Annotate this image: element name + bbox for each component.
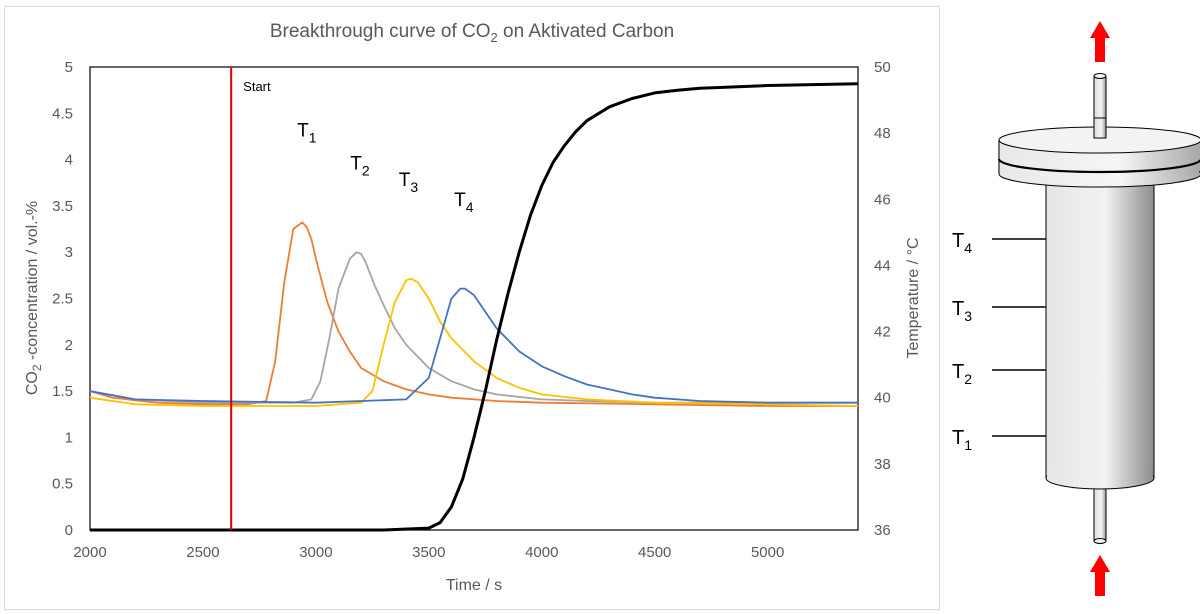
- peak-label-t1: T1: [297, 120, 317, 145]
- peak-label-t2: T2: [350, 154, 370, 179]
- series-line-co2-concentration: [90, 82, 859, 532]
- outlet-arrow-icon: [1090, 21, 1110, 62]
- inlet-arrow-icon: [1090, 555, 1110, 596]
- y-left-axis-title-main: CO: [24, 371, 41, 395]
- y-right-tick-label: 38: [874, 456, 891, 473]
- y-left-tick-label: 3.5: [52, 198, 73, 215]
- y-right-tick-label: 42: [874, 324, 891, 341]
- sensor-label-subscript: 2: [964, 371, 972, 387]
- peak-label-subscript: 3: [410, 179, 418, 195]
- peak-label-main: T: [350, 154, 362, 175]
- sensor-label-main: T: [952, 427, 964, 449]
- sensor-label-subscript: 3: [964, 308, 972, 324]
- sensor-label-subscript: 1: [964, 437, 972, 453]
- y-right-tick-label: 44: [874, 257, 891, 274]
- sensor-label-t3: T3: [952, 298, 972, 324]
- start-marker-label: Start: [243, 79, 271, 94]
- peak-label-main: T: [297, 120, 309, 141]
- chart-title-main: Breakthrough curve of CO: [270, 21, 491, 42]
- peak-label-main: T: [454, 190, 466, 211]
- series-line-t3: [89, 277, 859, 407]
- sensor-label-t1: T1: [952, 427, 972, 453]
- y-right-axis-title: Temperature / °C: [905, 237, 922, 358]
- chart-title-subscript: 2: [491, 30, 498, 45]
- chart-title-tail: on Aktivated Carbon: [498, 21, 674, 42]
- y-right-tick-label: 50: [874, 59, 891, 76]
- y-left-tick-label: 0: [65, 522, 73, 539]
- y-left-tick-label: 1: [65, 429, 73, 446]
- y-left-tick-label: 3: [65, 244, 73, 261]
- y-left-axis-title: CO2 -concentration / vol.-%: [24, 201, 44, 395]
- x-axis-title: Time / s: [446, 577, 502, 594]
- plot-area: [89, 66, 859, 531]
- y-left-tick-labels: 0 0.5 1 1.5 2 2.5 3 3.5 4 4.5 5: [52, 59, 73, 539]
- x-tick-label: 5000: [751, 544, 784, 561]
- y-right-tick-label: 48: [874, 125, 891, 142]
- y-right-tick-label: 36: [874, 522, 891, 539]
- sensor-label-main: T: [952, 230, 964, 252]
- y-left-tick-label: 4: [65, 152, 73, 169]
- sensor-label-t4: T4: [952, 230, 972, 256]
- y-left-axis-title-subscript: 2: [30, 364, 44, 371]
- y-right-tick-label: 46: [874, 191, 891, 208]
- y-right-tick-labels: 36 38 40 42 44 46 48 50: [874, 59, 891, 539]
- peak-label-main: T: [399, 170, 411, 191]
- breakthrough-chart: Breakthrough curve of CO2 on Aktivated C…: [24, 21, 922, 594]
- sensor-label-main: T: [952, 298, 964, 320]
- y-left-tick-label: 5: [65, 59, 73, 76]
- x-tick-labels: 2000 2500 3000 3500 4000 4500 5000: [73, 544, 784, 561]
- sensor-label-main: T: [952, 361, 964, 383]
- series-line-t2: [89, 251, 858, 404]
- x-tick-label: 4500: [638, 544, 671, 561]
- y-left-axis-title-tail: -concentration / vol.-%: [24, 201, 41, 365]
- y-left-tick-label: 2.5: [52, 291, 73, 308]
- peak-label-subscript: 4: [466, 199, 474, 215]
- column-body: [1045, 171, 1155, 490]
- y-left-tick-label: 4.5: [52, 105, 73, 122]
- x-tick-label: 2500: [186, 544, 219, 561]
- x-tick-label: 4000: [525, 544, 558, 561]
- y-left-tick-label: 2: [65, 337, 73, 354]
- y-left-tick-label: 1.5: [52, 383, 73, 400]
- series-line-t4: [89, 287, 858, 404]
- start-marker-layer: Start: [230, 67, 271, 530]
- x-tick-label: 3000: [299, 544, 332, 561]
- peak-label-t3: T3: [399, 170, 419, 195]
- column-lid: [997, 117, 1200, 188]
- x-tick-label: 3500: [412, 544, 445, 561]
- inlet-pipe: [1093, 484, 1107, 544]
- series-layer: [89, 82, 859, 532]
- y-right-tick-label: 40: [874, 390, 891, 407]
- peak-label-t4: T4: [454, 190, 474, 215]
- peak-label-subscript: 1: [309, 129, 317, 145]
- sensor-label-t2: T2: [952, 361, 972, 387]
- series-line-t1: [89, 221, 858, 407]
- x-tick-label: 2000: [73, 544, 106, 561]
- y-left-tick-label: 0.5: [52, 476, 73, 493]
- chart-frame: [4, 6, 940, 610]
- peak-label-subscript: 2: [362, 163, 370, 179]
- chart-title: Breakthrough curve of CO2 on Aktivated C…: [270, 21, 674, 45]
- sensor-label-subscript: 4: [964, 240, 972, 256]
